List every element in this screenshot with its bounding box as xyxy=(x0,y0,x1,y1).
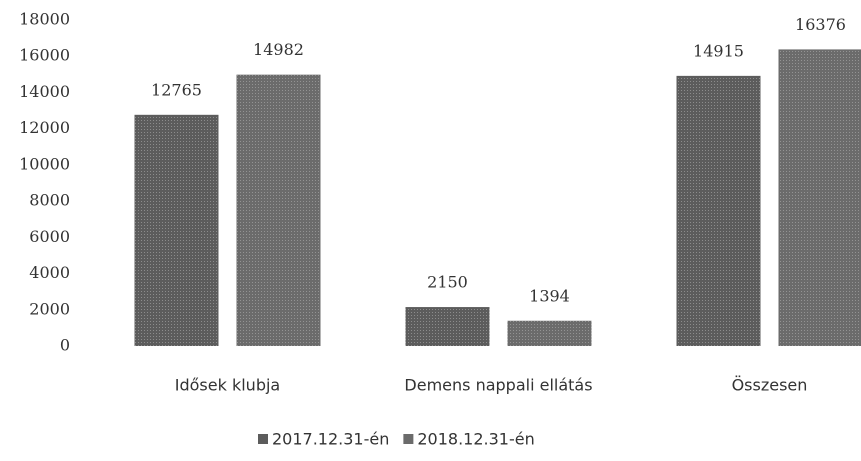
legend-swatch xyxy=(403,434,414,444)
y-tick-label: 14000 xyxy=(19,82,70,101)
x-tick-label: Idősek klubja xyxy=(175,376,280,395)
data-label: 14915 xyxy=(693,41,744,60)
y-tick-label: 6000 xyxy=(29,227,70,246)
data-label: 1394 xyxy=(529,286,570,305)
x-tick-label: Összesen xyxy=(732,376,808,395)
y-tick-label: 16000 xyxy=(19,46,70,65)
bar-texture xyxy=(134,114,219,346)
y-tick-label: 10000 xyxy=(19,154,70,173)
legend-swatch xyxy=(258,434,268,444)
bar-texture xyxy=(676,75,761,347)
y-tick-label: 4000 xyxy=(29,263,70,282)
data-label: 2150 xyxy=(427,273,468,292)
y-tick-label: 8000 xyxy=(29,191,70,210)
data-label: 12765 xyxy=(151,80,202,99)
y-tick-label: 0 xyxy=(60,336,70,355)
bar-texture xyxy=(778,49,861,346)
bar-texture xyxy=(405,307,490,346)
legend-label: 2018.12.31-én xyxy=(417,430,534,449)
y-tick-label: 2000 xyxy=(29,299,70,318)
y-tick-label: 18000 xyxy=(19,10,70,29)
data-label: 14982 xyxy=(253,40,304,59)
legend-label: 2017.12.31-én xyxy=(272,430,389,449)
y-tick-label: 12000 xyxy=(19,118,70,137)
data-label: 16376 xyxy=(795,15,846,34)
x-tick-label: Demens nappali ellátás xyxy=(404,376,592,395)
bar-texture xyxy=(507,320,592,346)
bar-texture xyxy=(236,74,321,346)
